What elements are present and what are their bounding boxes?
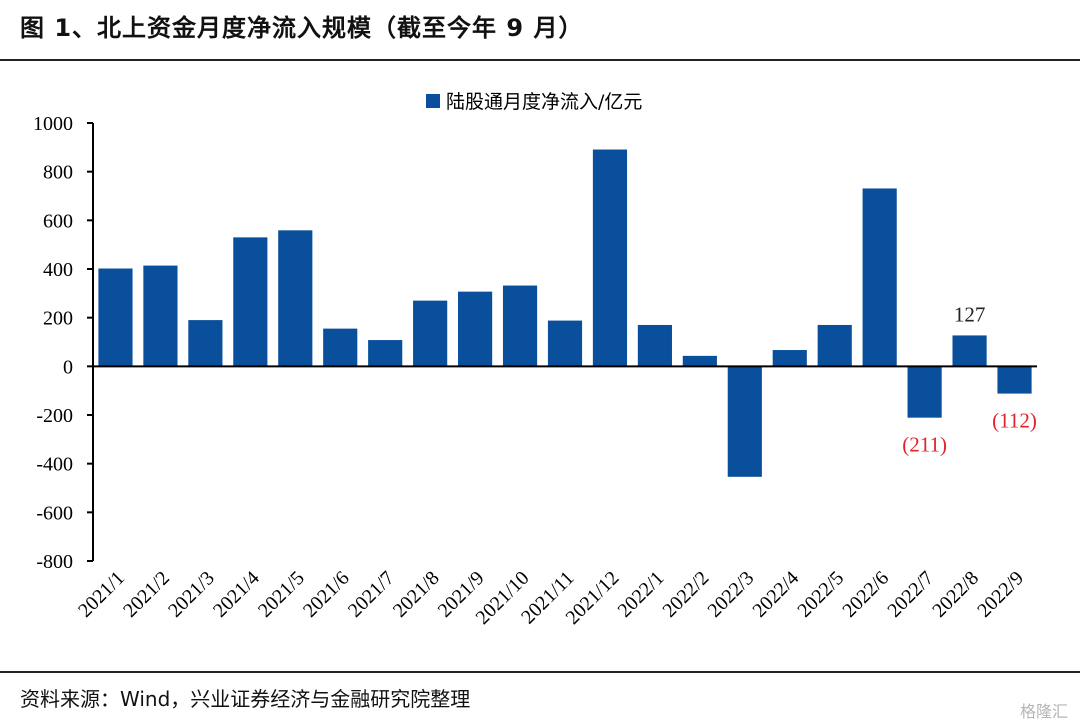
x-tick-label: 2021/8 bbox=[389, 567, 444, 622]
y-tick-label: 0 bbox=[63, 356, 73, 378]
bar-2022-4 bbox=[772, 350, 807, 367]
data-label: (112) bbox=[992, 409, 1037, 433]
bar-2021-9 bbox=[458, 291, 493, 367]
bar-2022-9 bbox=[997, 366, 1032, 394]
x-tick-label: 2021/5 bbox=[254, 567, 309, 622]
x-tick-label: 2022/9 bbox=[973, 567, 1028, 622]
x-tick-label: 2022/2 bbox=[659, 567, 714, 622]
chart-title: 图 1、北上资金月度净流入规模（截至今年 9 月） bbox=[20, 14, 584, 42]
source-note: 资料来源：Wind，兴业证券经济与金融研究院整理 bbox=[20, 687, 471, 711]
data-label: (211) bbox=[902, 433, 947, 457]
bar-2022-3 bbox=[727, 366, 762, 477]
bar-2021-8 bbox=[413, 300, 448, 367]
bar-2021-3 bbox=[188, 320, 223, 367]
x-tick-label: 2022/1 bbox=[614, 567, 669, 622]
x-tick-label: 2021/3 bbox=[164, 567, 219, 622]
bar-2021-2 bbox=[143, 265, 178, 367]
x-tick-label: 2022/5 bbox=[793, 567, 848, 622]
bar-2021-1 bbox=[98, 268, 133, 367]
bottom-rule bbox=[0, 671, 1080, 673]
bar-2022-1 bbox=[637, 324, 672, 367]
bar-2022-8 bbox=[952, 335, 987, 367]
x-tick-label: 2022/4 bbox=[748, 567, 803, 622]
bar-2022-5 bbox=[817, 324, 852, 367]
y-axis: -800 -600 -400 -200 0 200 400 600 800 1000 bbox=[33, 113, 94, 573]
y-tick-label: 200 bbox=[43, 308, 73, 330]
bar-chart: 陆股通月度净流入/亿元 -800 -600 -400 -200 0 200 400 600 80… bbox=[33, 91, 1037, 629]
x-tick-label: 2021/1 bbox=[74, 567, 129, 622]
bar-2021-10 bbox=[502, 285, 538, 367]
x-tick-label: 2022/3 bbox=[704, 567, 759, 622]
y-tick-label: -600 bbox=[36, 502, 73, 524]
legend-label: 陆股通月度净流入/亿元 bbox=[446, 91, 642, 113]
bar-2021-12 bbox=[592, 149, 628, 367]
y-tick-label: -800 bbox=[36, 551, 73, 573]
legend: 陆股通月度净流入/亿元 bbox=[426, 91, 642, 113]
bar-2021-5 bbox=[278, 230, 313, 367]
y-tick-label: 800 bbox=[43, 162, 73, 184]
x-tick-label: 2021/7 bbox=[344, 567, 399, 622]
y-tick-label: -400 bbox=[36, 454, 73, 476]
legend-swatch bbox=[426, 94, 440, 108]
bar-2021-11 bbox=[547, 320, 583, 367]
x-tick-label: 2022/7 bbox=[883, 567, 938, 622]
x-tick-label: 2021/2 bbox=[119, 567, 174, 622]
x-tick-label: 2021/6 bbox=[299, 567, 354, 622]
bar-2021-6 bbox=[323, 328, 358, 367]
y-tick-label: 1000 bbox=[33, 113, 73, 135]
data-label: 127 bbox=[954, 302, 986, 326]
y-tick-label: 400 bbox=[43, 259, 73, 281]
bar-2021-4 bbox=[233, 237, 268, 367]
x-axis: 2021/12021/22021/32021/42021/52021/62021… bbox=[74, 365, 1037, 629]
watermark: 格隆汇 bbox=[1019, 702, 1068, 721]
bar-2022-2 bbox=[682, 355, 717, 367]
bar-2022-7 bbox=[907, 366, 942, 418]
top-rule bbox=[0, 59, 1080, 61]
y-tick-label: -200 bbox=[36, 405, 73, 427]
x-tick-label: 2021/4 bbox=[209, 567, 264, 622]
x-tick-label: 2022/8 bbox=[928, 567, 983, 622]
bars bbox=[98, 149, 1032, 477]
bar-2021-7 bbox=[368, 340, 403, 367]
y-tick-label: 600 bbox=[43, 210, 73, 232]
data-labels: (211) 127 (112) bbox=[902, 302, 1037, 456]
bar-2022-6 bbox=[862, 188, 897, 367]
x-tick-label: 2022/6 bbox=[838, 567, 893, 622]
